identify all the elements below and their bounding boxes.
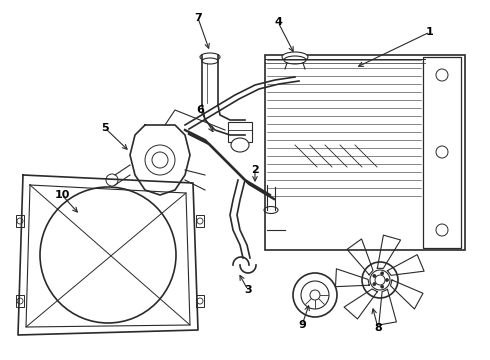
Circle shape xyxy=(373,283,376,285)
Text: 2: 2 xyxy=(251,165,259,175)
Text: 10: 10 xyxy=(54,190,70,200)
Text: 7: 7 xyxy=(194,13,202,23)
Bar xyxy=(16,295,24,307)
Circle shape xyxy=(381,285,384,288)
Text: 4: 4 xyxy=(274,17,282,27)
Circle shape xyxy=(386,279,389,282)
Text: 9: 9 xyxy=(298,320,306,330)
Text: 3: 3 xyxy=(244,285,252,295)
Bar xyxy=(423,57,461,248)
Circle shape xyxy=(373,274,376,278)
Text: 1: 1 xyxy=(426,27,434,37)
Bar xyxy=(265,55,465,250)
Ellipse shape xyxy=(202,58,218,64)
Circle shape xyxy=(381,272,384,275)
Text: 5: 5 xyxy=(101,123,109,133)
Bar xyxy=(228,122,252,142)
Bar xyxy=(196,215,204,227)
Bar xyxy=(16,215,24,227)
Ellipse shape xyxy=(282,52,308,62)
Bar xyxy=(196,295,204,307)
Text: 8: 8 xyxy=(374,323,382,333)
Ellipse shape xyxy=(231,138,249,152)
Ellipse shape xyxy=(284,56,306,64)
Text: 6: 6 xyxy=(196,105,204,115)
Ellipse shape xyxy=(200,53,220,61)
